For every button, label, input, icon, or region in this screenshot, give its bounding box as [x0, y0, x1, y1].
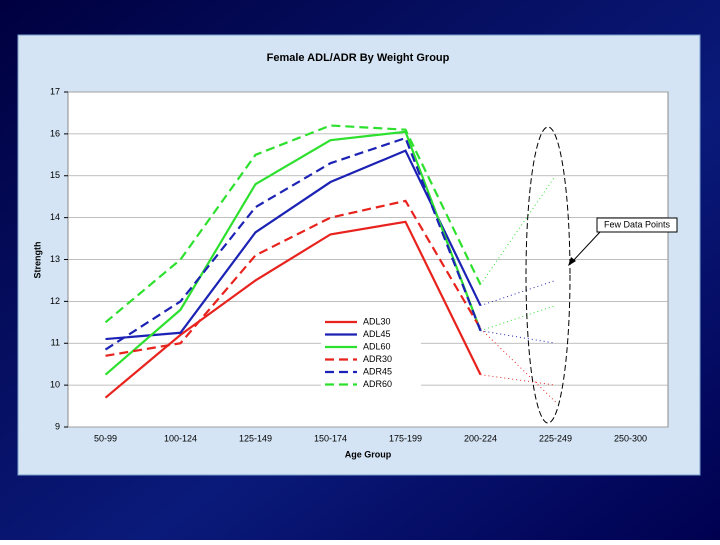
annotation: Few Data Points: [604, 219, 671, 229]
sparse-segment: [480, 374, 556, 386]
y-tick-label: 14: [50, 212, 60, 222]
legend-label: ADR60: [363, 379, 392, 389]
series-line: [104, 130, 482, 376]
annotation-box: [596, 217, 678, 233]
x-tick-label: 150-174: [314, 433, 347, 443]
series-line: [104, 136, 482, 351]
y-tick-label: 16: [50, 128, 60, 138]
x-tick-label: 125-149: [239, 433, 272, 443]
x-tick-label: 225-249: [539, 433, 572, 443]
sparse-segment: [480, 328, 556, 403]
series-line: [104, 124, 482, 324]
x-tick-label: 100-124: [164, 433, 197, 443]
sparse-segment: [480, 330, 556, 344]
legend-label: ADR45: [363, 366, 392, 376]
x-axis-label: Age Group: [345, 449, 392, 459]
y-tick-label: 13: [50, 254, 60, 264]
y-tick-label: 9: [55, 421, 60, 431]
series-line: [105, 149, 482, 341]
y-tick-label: 11: [51, 338, 60, 348]
legend-box: [321, 314, 421, 395]
legend-label: ADR30: [363, 354, 392, 364]
y-tick-label: 10: [50, 380, 60, 390]
x-tick-label: 250-300: [614, 433, 647, 443]
y-tick-label: 17: [50, 86, 60, 96]
legend-label: ADL60: [363, 341, 391, 351]
y-tick-label: 12: [50, 296, 60, 306]
y-tick-label: 15: [50, 170, 60, 180]
legend-label: ADL45: [363, 329, 391, 339]
chart-title: Female ADL/ADR By Weight Group: [267, 52, 450, 64]
annotation-arrow: [571, 231, 601, 263]
x-tick-label: 50-99: [94, 433, 117, 443]
arrow-head: [568, 257, 576, 266]
series-line: [105, 199, 482, 357]
y-axis-label: Strength: [32, 242, 42, 279]
legend-label: ADL30: [363, 316, 391, 326]
x-tick-label: 200-224: [464, 433, 497, 443]
x-tick-label: 175-199: [389, 433, 422, 443]
highlight-ellipse: [525, 126, 571, 424]
